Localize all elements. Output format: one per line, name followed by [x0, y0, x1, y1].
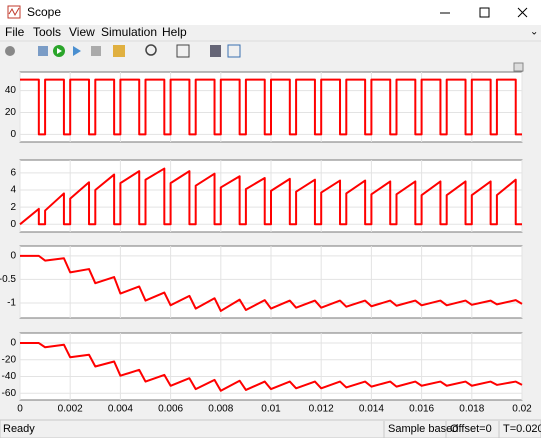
- app-icon-wave: [8, 7, 20, 17]
- x-tick-label: 0.02: [512, 404, 532, 415]
- title-bar: [0, 0, 541, 25]
- y-tick-label: -40: [2, 371, 17, 382]
- stop-button[interactable]: [91, 46, 101, 56]
- x-tick-label: 0.004: [108, 404, 133, 415]
- plots: 0 20 40 0 2 4 6 -1 -0.5 0 0 0.002 0.004 0.006 0.008 0.0…: [0, 71, 532, 415]
- x-tick-label: 0.014: [359, 404, 384, 415]
- y-tick-label: 20: [5, 107, 17, 118]
- window-title: Scope: [27, 5, 61, 19]
- y-tick-label: 40: [5, 85, 17, 96]
- measure-button[interactable]: [227, 44, 241, 58]
- x-tick-label: 0.01: [261, 404, 281, 415]
- toolbar: [5, 44, 241, 58]
- status-bar: [0, 419, 541, 438]
- signal-line: [20, 254, 523, 312]
- run-icon: [57, 48, 62, 54]
- cursor-button[interactable]: [210, 45, 221, 57]
- status-time: T=0.020: [503, 423, 541, 435]
- menu-item[interactable]: View: [69, 25, 95, 39]
- highlight-button[interactable]: [113, 45, 125, 57]
- x-tick-label: 0.018: [459, 404, 484, 415]
- zoom-button[interactable]: [145, 44, 157, 56]
- menu-bar: File Tools View Simulation Help: [5, 25, 187, 39]
- y-tick-label: 0: [10, 251, 16, 262]
- y-tick-label: -60: [2, 388, 17, 399]
- step-back-button[interactable]: [38, 46, 48, 56]
- y-tick-label: 4: [10, 185, 16, 196]
- y-tick-label: 6: [10, 167, 16, 178]
- y-tick-label: 0: [10, 338, 16, 349]
- settings-button[interactable]: [5, 46, 15, 56]
- y-tick-label: -0.5: [0, 274, 16, 285]
- y-tick-label: -20: [2, 354, 17, 365]
- y-tick-label: 2: [10, 202, 16, 213]
- x-tick-label: 0.016: [409, 404, 434, 415]
- x-tick-label: 0.006: [158, 404, 183, 415]
- status-mode: Sample based: [388, 423, 458, 435]
- menu-item[interactable]: File: [5, 25, 25, 39]
- signal-line: [20, 78, 522, 136]
- status-offset: Offset=0: [450, 423, 492, 435]
- y-tick-label: 0: [10, 219, 16, 230]
- signal-line: [19, 167, 522, 226]
- menu-item[interactable]: Tools: [33, 25, 61, 39]
- menu-pin[interactable]: ⌄: [530, 27, 538, 38]
- y-tick-label: 0: [10, 129, 16, 140]
- close[interactable]: [517, 7, 528, 18]
- step-forward-button[interactable]: [73, 46, 81, 56]
- maximize[interactable]: [479, 7, 490, 18]
- autoscale-button[interactable]: [176, 44, 190, 58]
- menu-item[interactable]: Help: [162, 25, 187, 39]
- x-tick-label: 0.002: [58, 404, 83, 415]
- menu-item[interactable]: Simulation: [101, 25, 157, 39]
- y-tick-label: -1: [7, 298, 16, 309]
- signal-line: [20, 342, 523, 392]
- x-tick-label: 0: [17, 404, 23, 415]
- undock-button[interactable]: [513, 62, 524, 72]
- status-state: Ready: [3, 423, 35, 435]
- x-tick-label: 0.008: [208, 404, 233, 415]
- x-tick-label: 0.012: [309, 404, 334, 415]
